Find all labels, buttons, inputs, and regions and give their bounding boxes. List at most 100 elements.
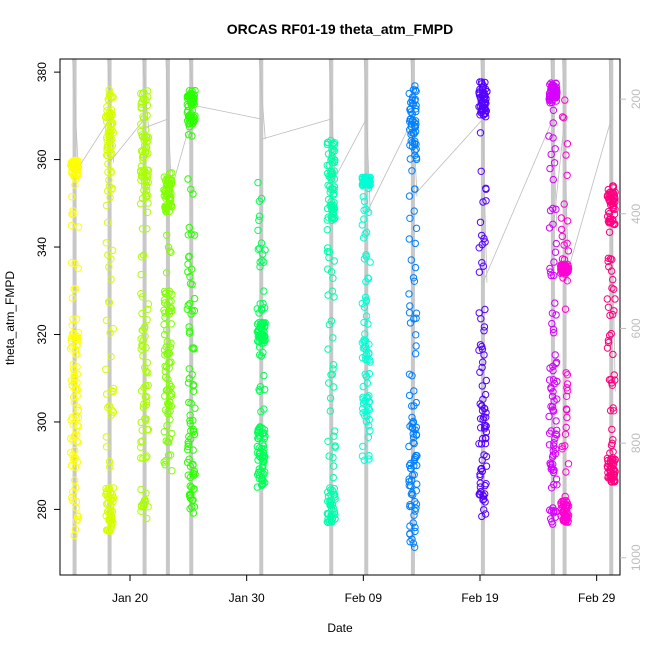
data-point <box>71 476 79 484</box>
data-point <box>166 200 174 208</box>
data-point <box>107 525 115 533</box>
data-point <box>70 285 78 293</box>
data-point <box>329 473 337 482</box>
data-point <box>260 258 268 266</box>
data-point <box>161 313 169 322</box>
plot-frame <box>59 58 621 576</box>
data-point <box>564 513 572 522</box>
data-point <box>163 350 171 358</box>
data-point <box>330 432 338 440</box>
data-point <box>257 305 266 313</box>
data-point <box>187 230 195 238</box>
data-point <box>255 309 263 317</box>
data-point <box>330 293 338 301</box>
data-point <box>162 269 171 277</box>
data-point <box>609 350 617 359</box>
data-point <box>143 426 152 434</box>
y-tick-label: 340 <box>35 237 49 257</box>
data-point <box>481 305 489 314</box>
data-point <box>606 468 615 476</box>
data-point <box>71 166 79 175</box>
data-point <box>563 380 572 388</box>
data-point <box>557 214 565 222</box>
data-point <box>69 315 77 323</box>
data-point <box>73 315 81 323</box>
data-point <box>144 305 152 313</box>
plot-clip-group <box>66 59 619 575</box>
data-point <box>160 330 169 339</box>
data-point <box>480 327 488 335</box>
data-point <box>330 257 338 265</box>
data-point <box>563 239 571 248</box>
data-point <box>106 463 114 471</box>
data-point <box>186 411 194 419</box>
data-point <box>557 505 565 513</box>
data-point <box>259 479 267 488</box>
data-point <box>70 156 79 165</box>
data-point <box>481 78 489 87</box>
data-point <box>161 351 169 359</box>
data-point <box>143 359 152 367</box>
data-point <box>160 287 169 296</box>
data-point <box>549 366 557 375</box>
data-point <box>549 504 557 512</box>
data-point <box>186 300 194 308</box>
data-point <box>481 510 490 518</box>
data-point <box>187 185 195 194</box>
data-point <box>327 317 336 325</box>
data-point <box>143 173 152 181</box>
data-point <box>359 193 367 201</box>
series-flight-5 <box>183 86 199 517</box>
data-point <box>408 167 416 175</box>
data-point <box>560 264 568 273</box>
data-point <box>107 275 115 283</box>
data-point <box>329 462 338 470</box>
data-point <box>605 228 614 236</box>
data-point <box>189 190 197 198</box>
data-point <box>254 226 262 235</box>
data-point <box>72 414 80 423</box>
data-point <box>480 451 488 459</box>
data-point <box>104 160 112 168</box>
connector-line <box>330 118 367 186</box>
data-point <box>137 335 145 343</box>
data-point <box>109 484 118 492</box>
data-point <box>549 388 557 396</box>
series-flight-1 <box>66 156 83 540</box>
data-point <box>361 230 369 238</box>
data-point <box>551 88 559 97</box>
data-point <box>190 345 198 353</box>
data-point <box>478 512 486 521</box>
data-point <box>137 127 145 136</box>
data-point <box>603 295 611 303</box>
data-point <box>406 302 414 310</box>
data-point <box>67 221 76 230</box>
data-point <box>160 186 168 194</box>
data-point <box>610 220 619 228</box>
pressure-profiles <box>72 59 616 575</box>
data-point <box>189 509 198 517</box>
data-point <box>407 256 415 264</box>
data-point <box>362 350 371 359</box>
data-point <box>476 218 485 227</box>
data-point <box>606 331 614 340</box>
data-point <box>138 309 146 318</box>
data-point <box>561 305 570 313</box>
data-point <box>109 387 117 396</box>
data-point <box>545 132 553 140</box>
data-point <box>360 318 368 327</box>
data-point <box>412 309 421 317</box>
data-point <box>190 307 199 315</box>
data-point <box>260 457 268 465</box>
data-point <box>189 472 198 480</box>
data-point <box>359 442 367 450</box>
data-point <box>72 350 80 358</box>
data-point <box>143 452 151 460</box>
data-point <box>73 385 82 394</box>
data-point <box>411 453 419 461</box>
data-point <box>164 308 173 316</box>
data-point <box>253 305 261 313</box>
data-point <box>138 341 146 350</box>
data-point <box>255 386 263 394</box>
data-point <box>608 456 616 464</box>
